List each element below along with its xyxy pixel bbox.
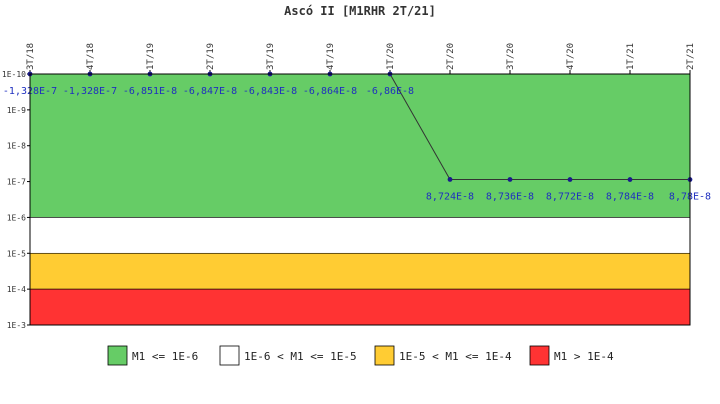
x-axis: 3T/18 4T/18 1T/19 2T/19 3T/19 4T/19 1T/20 2T/20… [26,43,696,74]
data-label-10: 8,784E-8 [606,192,654,203]
data-label-6: -6,86E-8 [366,86,414,97]
data-label-9: 8,772E-8 [546,192,594,203]
data-label-7: 8,724E-8 [426,191,474,202]
legend-label-2: 1E-5 < M1 <= 1E-4 [399,350,512,363]
chart-title: Ascó II [M1RHR 2T/21] [284,4,436,18]
legend-label-1: 1E-6 < M1 <= 1E-5 [244,350,357,363]
legend-label-3: M1 > 1E-4 [554,350,614,363]
legend-swatch-3 [529,345,550,366]
y-tick-label-6: 1E-4 [7,285,26,294]
x-tick-label-5: 4T/19 [326,43,336,70]
x-tick-label-10: 1T/21 [626,43,636,70]
plot-frame [29,73,691,326]
band-0 [29,73,691,218]
data-label-5: -6,864E-8 [303,86,357,97]
data-label-3: -6,847E-8 [183,86,237,97]
x-tick-label-9: 4T/20 [566,43,576,70]
y-tick-label-3: 1E-7 [7,178,26,187]
x-tick-label-2: 1T/19 [146,43,156,70]
band-1 [29,217,691,254]
x-tick-label-8: 3T/20 [506,43,516,70]
band-3 [29,288,691,326]
y-tick-label-1: 1E-9 [7,106,26,115]
x-tick-label-7: 2T/20 [446,43,456,70]
band-2 [29,252,691,290]
legend-swatch-2 [374,345,395,366]
data-point-10 [627,177,633,182]
bands-layer [29,73,691,326]
x-tick-label-4: 3T/19 [266,43,276,70]
y-tick-label-7: 1E-3 [7,321,26,330]
y-tick-label-2: 1E-8 [7,142,26,151]
x-tick-label-0: 3T/18 [26,43,36,70]
x-tick-label-11: 2T/21 [686,43,696,70]
legend-swatch-0 [107,345,128,366]
data-point-7 [447,177,453,182]
y-tick-label-0: 1E-10 [2,70,26,79]
x-tick-label-1: 4T/18 [86,43,96,70]
data-label-2: -6,851E-8 [123,86,177,97]
y-axis: 1E-10 1E-9 1E-8 1E-7 1E-6 1E-5 1E-4 1E-3 [2,70,30,330]
y-tick-label-5: 1E-5 [7,249,26,258]
y-tick-label-4: 1E-6 [7,213,26,222]
data-label-8: 8,736E-8 [486,191,534,202]
x-tick-label-3: 2T/19 [206,43,216,70]
data-point-9 [567,177,573,182]
x-tick-label-6: 1T/20 [386,43,396,70]
legend-swatch-1 [219,345,240,366]
legend-label-0: M1 <= 1E-6 [132,350,198,363]
legend: M1 <= 1E-6 1E-6 < M1 <= 1E-5 1E-5 < M1 <= … [107,345,614,366]
data-label-1: -1,328E-7 [63,86,117,97]
data-label-4: -6,843E-8 [243,86,297,97]
data-point-8 [507,177,513,182]
